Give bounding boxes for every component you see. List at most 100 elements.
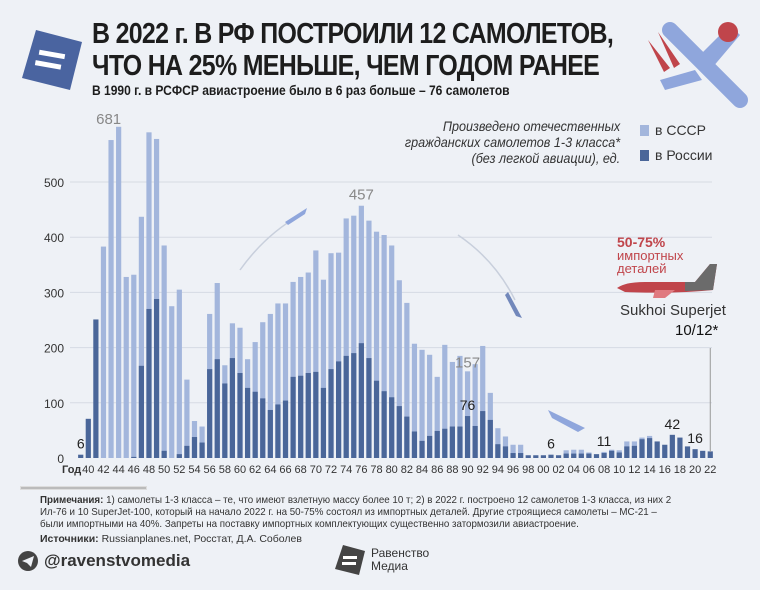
bar-ussr bbox=[320, 279, 327, 458]
superjet-count: 10/12* bbox=[675, 322, 719, 339]
bar-ussr bbox=[495, 428, 501, 458]
bar-russia bbox=[229, 358, 236, 458]
bar-russia bbox=[336, 361, 342, 458]
x-tick-label: 62 bbox=[249, 464, 261, 476]
bar-russia bbox=[518, 453, 524, 458]
bar-ussr bbox=[358, 205, 364, 458]
falling-plane-icon bbox=[648, 22, 748, 108]
x-tick-label: 42 bbox=[97, 464, 109, 476]
x-tick-label: 56 bbox=[204, 464, 216, 476]
divider bbox=[20, 486, 147, 490]
bar-russia bbox=[184, 445, 190, 458]
bar-russia bbox=[153, 299, 160, 458]
x-tick-label: 40 bbox=[82, 464, 94, 476]
bar-russia bbox=[609, 450, 615, 458]
bar-russia bbox=[358, 343, 364, 458]
bar-ussr bbox=[290, 281, 296, 458]
bar-russia bbox=[601, 453, 607, 458]
data-label: 16 bbox=[687, 430, 703, 446]
x-tick-label: 14 bbox=[643, 464, 655, 476]
bar-russia bbox=[533, 455, 539, 458]
notes: Примечания: 1) самолеты 1-3 класса – те,… bbox=[40, 494, 682, 530]
legend-item-ussr: в СССР bbox=[640, 122, 706, 138]
bar-russia bbox=[555, 455, 562, 458]
bar-russia bbox=[480, 411, 486, 458]
y-tick-label: 0 bbox=[57, 452, 64, 466]
bar-russia bbox=[343, 355, 349, 458]
bar-russia bbox=[510, 453, 516, 458]
flight-path bbox=[239, 214, 301, 271]
x-tick-label: 72 bbox=[325, 464, 337, 476]
bar-russia bbox=[525, 455, 531, 458]
x-tick-label: 02 bbox=[552, 464, 564, 476]
data-label: 11 bbox=[597, 433, 612, 449]
bar-ussr bbox=[427, 354, 433, 458]
superjet-line1: импортных bbox=[617, 248, 684, 263]
bar-russia bbox=[131, 456, 137, 458]
bar-ussr bbox=[328, 253, 334, 458]
x-tick-label: 18 bbox=[674, 464, 686, 476]
brand-line2: Медиа bbox=[371, 559, 408, 573]
bar-russia bbox=[571, 453, 577, 458]
bar-russia bbox=[260, 398, 266, 458]
subtitle: В 1990 г. в РСФСР авиастроение было в 6 … bbox=[92, 82, 510, 98]
legend-swatch bbox=[640, 124, 649, 136]
superjet-callout: 50-75% импортных деталей bbox=[617, 235, 684, 276]
brand-logo-icon bbox=[335, 545, 365, 575]
x-tick-label: 00 bbox=[537, 464, 549, 476]
bar-ussr bbox=[184, 379, 190, 458]
bar-ussr bbox=[518, 444, 524, 458]
bar-ussr bbox=[442, 344, 448, 458]
x-tick-label: 64 bbox=[264, 464, 276, 476]
bar-ussr bbox=[381, 234, 387, 458]
telegram-handle[interactable]: @ravenstvomedia bbox=[18, 551, 190, 571]
bar-russia bbox=[586, 453, 592, 458]
bar-ussr bbox=[298, 276, 304, 458]
bar-russia bbox=[631, 445, 638, 458]
bar-russia bbox=[298, 375, 304, 458]
handle-text: @ravenstvomedia bbox=[44, 551, 191, 570]
x-tick-label: 22 bbox=[704, 464, 716, 476]
bar-russia bbox=[495, 444, 501, 458]
x-tick-label: 96 bbox=[507, 464, 519, 476]
bar-russia bbox=[161, 450, 167, 458]
bar-russia bbox=[662, 444, 668, 458]
x-tick-label: 82 bbox=[401, 464, 413, 476]
bar-russia bbox=[275, 404, 281, 458]
x-tick-label: 80 bbox=[386, 464, 398, 476]
x-tick-label: 78 bbox=[370, 464, 382, 476]
bar-russia bbox=[700, 450, 706, 458]
bar-russia bbox=[692, 449, 698, 458]
title-line-1: В 2022 г. В РФ ПОСТРОИЛИ 12 САМОЛЕТОВ, bbox=[92, 18, 614, 50]
bar-russia bbox=[563, 453, 569, 458]
bar-ussr bbox=[366, 220, 372, 458]
flight-path bbox=[457, 234, 516, 301]
bar-ussr bbox=[313, 250, 319, 458]
bar-ussr bbox=[176, 289, 182, 458]
x-tick-label: 94 bbox=[492, 464, 504, 476]
bar-ussr bbox=[131, 274, 137, 458]
bar-russia bbox=[290, 376, 296, 458]
x-tick-label: 86 bbox=[431, 464, 443, 476]
bar-russia bbox=[593, 454, 600, 458]
bar-ussr bbox=[260, 322, 266, 458]
x-tick-label: 10 bbox=[613, 464, 625, 476]
bar-russia bbox=[85, 418, 91, 458]
bar-russia bbox=[502, 446, 509, 458]
bar-russia bbox=[351, 353, 357, 458]
notes-text: 1) самолеты 1-3 класса – те, что имеют в… bbox=[40, 494, 672, 530]
bar-russia bbox=[282, 400, 289, 458]
bar-russia bbox=[434, 430, 440, 458]
bar-ussr bbox=[419, 349, 425, 458]
x-tick-label: 90 bbox=[461, 464, 473, 476]
bar-russia bbox=[146, 308, 152, 458]
bar-russia bbox=[419, 440, 425, 458]
bar-russia bbox=[449, 426, 455, 458]
bar-ussr bbox=[153, 138, 160, 458]
superjet-line2: деталей bbox=[617, 261, 667, 276]
x-tick-label: 92 bbox=[477, 464, 489, 476]
bar-russia bbox=[320, 387, 327, 458]
data-label: 457 bbox=[349, 187, 374, 204]
sources-text: Russianplanes.net, Росстат, Д.А. Соболев bbox=[98, 533, 302, 545]
